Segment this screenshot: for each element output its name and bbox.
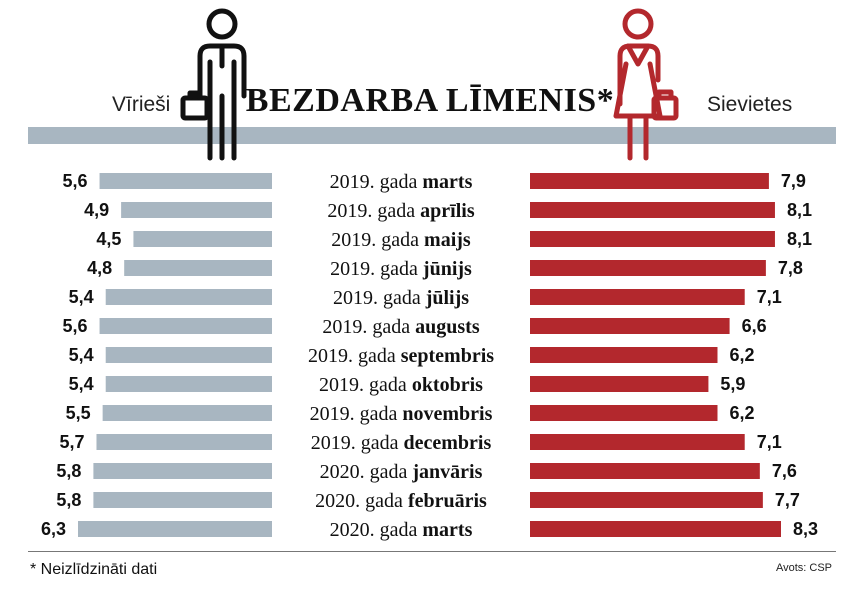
men-value-label: 5,5 <box>66 403 91 423</box>
category-label: 2020. gada februāris <box>315 490 487 512</box>
men-bar <box>93 463 273 479</box>
men-value-label: 4,9 <box>84 200 109 220</box>
men-bar <box>133 231 272 247</box>
women-bar <box>530 376 709 392</box>
category-label: 2019. gada jūnijs <box>330 258 472 280</box>
men-value-label: 4,8 <box>87 258 112 278</box>
category-label: 2019. gada decembris <box>311 432 492 454</box>
men-value-label: 5,8 <box>56 490 81 510</box>
women-value-label: 8,1 <box>787 229 812 249</box>
women-value-label: 6,2 <box>729 403 754 423</box>
footnote: * Neizlīdzināti dati <box>30 561 158 578</box>
men-value-label: 5,4 <box>69 345 94 365</box>
category-label: 2019. gada augusts <box>322 316 479 338</box>
men-bar <box>121 202 272 218</box>
men-value-label: 5,6 <box>63 171 88 191</box>
women-bar <box>530 492 763 508</box>
women-value-label: 6,6 <box>742 316 767 336</box>
men-bar <box>99 318 272 334</box>
header-band <box>28 127 836 144</box>
men-value-label: 5,4 <box>69 374 94 394</box>
women-bar <box>530 405 718 421</box>
men-bar <box>105 289 272 305</box>
category-label: 2019. gada novembris <box>310 403 493 425</box>
bottom-divider <box>28 551 836 552</box>
women-label: Sievietes <box>707 93 793 116</box>
category-label: 2019. gada maijs <box>331 229 471 251</box>
men-value-label: 5,7 <box>59 432 84 452</box>
category-label: 2019. gada septembris <box>308 345 494 367</box>
men-bar <box>93 492 273 508</box>
women-bar <box>530 260 766 276</box>
men-value-label: 4,5 <box>96 229 121 249</box>
men-bar <box>99 173 272 189</box>
men-value-label: 5,6 <box>63 316 88 336</box>
women-value-label: 7,6 <box>772 461 797 481</box>
men-value-label: 5,4 <box>69 287 94 307</box>
women-value-label: 7,7 <box>775 490 800 510</box>
men-value-label: 6,3 <box>41 519 66 539</box>
women-bar <box>530 521 781 537</box>
men-bar <box>105 347 272 363</box>
woman-handbag-icon <box>613 8 679 161</box>
category-label: 2019. gada jūlijs <box>333 287 469 309</box>
women-bar <box>530 173 769 189</box>
women-bar <box>530 318 730 334</box>
men-bar <box>78 521 272 537</box>
category-label: 2019. gada aprīlis <box>327 200 474 222</box>
women-value-label: 5,9 <box>720 374 745 394</box>
women-value-label: 7,9 <box>781 171 806 191</box>
women-bar <box>530 231 775 247</box>
chart-title: BEZDARBA LĪMENIS* <box>245 82 615 119</box>
women-value-label: 7,1 <box>757 432 782 452</box>
category-label: 2020. gada marts <box>330 519 473 541</box>
men-bar <box>96 434 272 450</box>
category-label: 2019. gada oktobris <box>319 374 483 396</box>
women-bar <box>530 463 760 479</box>
women-value-label: 7,1 <box>757 287 782 307</box>
men-bar <box>102 405 272 421</box>
women-bar <box>530 434 745 450</box>
women-value-label: 8,1 <box>787 200 812 220</box>
category-label: 2020. gada janvāris <box>320 461 483 483</box>
men-label: Vīrieši <box>112 93 171 116</box>
women-value-label: 8,3 <box>793 519 818 539</box>
women-value-label: 7,8 <box>778 258 803 278</box>
source-note: Avots: CSP <box>775 562 832 574</box>
men-bar <box>124 260 272 276</box>
women-bar <box>530 202 775 218</box>
men-value-label: 5,8 <box>56 461 81 481</box>
women-bar <box>530 347 718 363</box>
men-bar <box>105 376 272 392</box>
category-label: 2019. gada marts <box>330 171 473 193</box>
women-bar <box>530 289 745 305</box>
man-briefcase-icon <box>180 8 247 161</box>
women-value-label: 6,2 <box>729 345 754 365</box>
